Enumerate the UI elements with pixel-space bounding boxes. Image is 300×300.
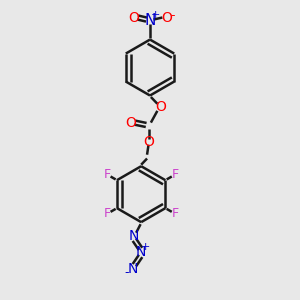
Text: O: O [161, 11, 172, 25]
Text: +: + [141, 242, 151, 252]
Text: -: - [170, 9, 175, 22]
Text: O: O [155, 100, 166, 114]
Text: N: N [136, 245, 146, 260]
Text: -: - [125, 266, 129, 279]
Text: N: N [144, 13, 156, 28]
Text: F: F [104, 207, 111, 220]
Text: F: F [104, 168, 111, 181]
Text: F: F [172, 207, 178, 220]
Text: N: N [129, 229, 139, 243]
Text: O: O [125, 116, 136, 130]
Text: +: + [151, 10, 160, 20]
Text: N: N [128, 262, 138, 276]
Text: O: O [128, 11, 139, 25]
Text: F: F [172, 168, 178, 181]
Text: O: O [143, 135, 154, 149]
